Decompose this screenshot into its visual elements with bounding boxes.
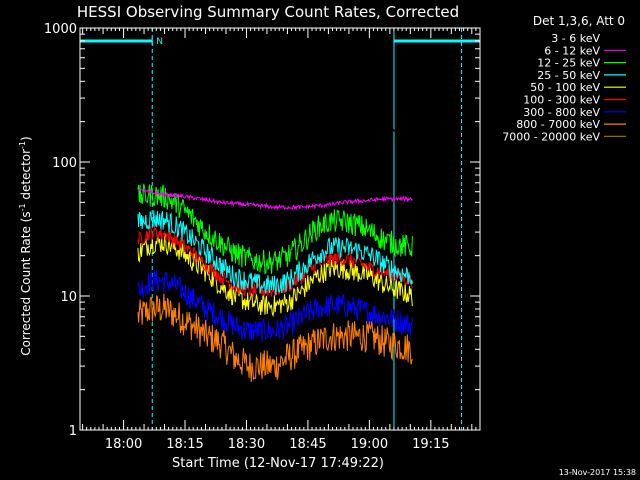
y-axis-label: Corrected Count Rate (s-1 detector-1) (18, 136, 33, 355)
legend-label: 300 - 800 keV (523, 106, 600, 119)
series-line-3-6-kev (137, 126, 413, 135)
axes: 1 10 100 1000 18:00 18:15 18:30 18:45 19:00 19:15 (44, 22, 481, 452)
x-tick-label: 18:45 (289, 437, 326, 452)
x-tick-label: 18:00 (105, 437, 142, 452)
x-tick-label: 18:30 (228, 437, 265, 452)
plot-area: N (79, 28, 481, 430)
chart-title: HESSI Observing Summary Count Rates, Cor… (77, 3, 459, 21)
y-label-part-3: ) (19, 136, 33, 141)
x-axis-label: Start Time (12-Nov-17 17:49:22) (172, 456, 384, 471)
x-tick-label: 19:00 (351, 437, 388, 452)
legend-title: Det 1,3,6, Att 0 (533, 14, 625, 28)
x-tick-label: 19:15 (412, 437, 449, 452)
plot-frame (79, 27, 481, 431)
y-label-sup-1: -1 (18, 203, 27, 211)
series-line-12-25-kev (137, 183, 413, 275)
legend-label: 6 - 12 keV (544, 44, 600, 57)
legend-label: 12 - 25 keV (537, 57, 600, 70)
legend-label: 3 - 6 keV (551, 32, 600, 45)
y-tick-label: 100 (52, 156, 77, 171)
series-line-50-100-kev (137, 233, 413, 318)
x-tick-label: 18:15 (166, 437, 203, 452)
y-tick-label: 1000 (44, 22, 77, 37)
y-label-part-1: Corrected Count Rate (s (19, 211, 33, 355)
series-line-6-12-kev (137, 188, 413, 211)
series-line-800-7000-kev (137, 293, 413, 382)
y-tick-label: 10 (60, 290, 77, 305)
y-tick-label: 1 (69, 424, 77, 439)
legend-label: 7000 - 20000 keV (502, 130, 600, 143)
series-line-25-50-kev (137, 210, 413, 296)
y-label-part-2: detector (19, 149, 33, 204)
legend-label: 50 - 100 keV (530, 81, 600, 94)
series-line-300-800-kev (137, 269, 413, 343)
legend-label: 800 - 7000 keV (516, 118, 600, 131)
night-marker-label: N (156, 37, 163, 47)
y-label-sup-2: -1 (18, 141, 27, 149)
series-line-100-300-kev (137, 225, 413, 297)
timestamp: 13-Nov-2017 15:38 (559, 468, 636, 477)
legend-label: 25 - 50 keV (537, 69, 600, 82)
legend-label: 100 - 300 keV (523, 94, 600, 107)
